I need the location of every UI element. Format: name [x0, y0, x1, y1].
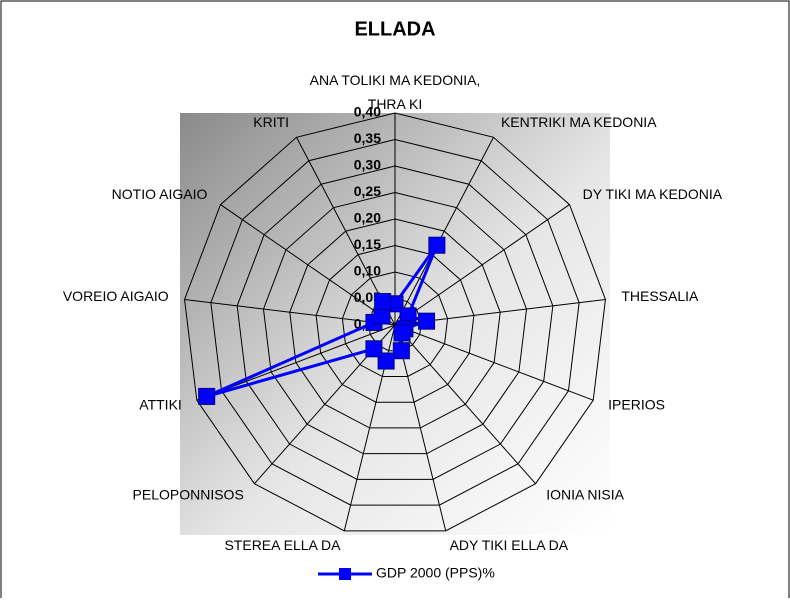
marker	[428, 236, 446, 254]
category-label: ADY TIKI ELLA DA	[450, 537, 569, 553]
r-tick-label: 0,25	[354, 183, 381, 199]
category-label: IPERIOS	[608, 397, 665, 413]
grid-ring	[210, 138, 580, 506]
grid-ring	[315, 244, 475, 403]
marker	[373, 307, 391, 325]
r-tick-label: 0,40	[354, 104, 381, 120]
chart-title: ELLADA	[354, 18, 435, 40]
grid-ring	[236, 165, 554, 480]
category-label: DY TIKI MA KEDONIA	[583, 186, 723, 202]
marker	[374, 293, 392, 311]
legend-label: GDP 2000 (PPS)%	[376, 565, 495, 581]
r-tick-label: 0,30	[354, 157, 381, 173]
category-label: IONIA NISIA	[546, 486, 624, 502]
marker	[198, 387, 216, 405]
category-label: THESSALIA	[621, 288, 699, 304]
spoke	[394, 324, 536, 485]
marker	[392, 342, 410, 360]
grid-ring	[184, 112, 606, 532]
marker	[365, 340, 383, 358]
category-label: ATTIKI	[139, 397, 182, 413]
category-label: NOTIO AIGAIO	[112, 186, 208, 202]
grid-ring	[289, 218, 501, 429]
category-label: ANA TOLIKI MA KEDONIA, THRA KI	[310, 72, 481, 112]
category-label: PELOPONNISOS	[133, 486, 244, 502]
r-tick-label: 0,35	[354, 130, 381, 146]
grid-ring	[262, 191, 528, 455]
spoke	[394, 324, 594, 401]
category-label: VOREIO AIGAIO	[63, 288, 169, 304]
spoke	[394, 137, 494, 326]
category-label: STEREA ELLA DA	[224, 537, 341, 553]
r-tick-label: 0,20	[354, 210, 381, 226]
r-tick-label: 0,10	[354, 263, 381, 279]
legend-marker	[339, 568, 351, 580]
spoke	[220, 204, 396, 326]
grid-ring	[341, 271, 449, 377]
marker	[393, 324, 411, 342]
category-label: KRITI	[253, 114, 289, 130]
spoke	[394, 204, 570, 326]
spoke	[184, 298, 396, 326]
r-tick-label: 0,15	[354, 236, 381, 252]
category-label: KENTRIKI MA KEDONIA	[501, 114, 657, 130]
spoke	[394, 324, 447, 531]
marker	[418, 312, 436, 330]
